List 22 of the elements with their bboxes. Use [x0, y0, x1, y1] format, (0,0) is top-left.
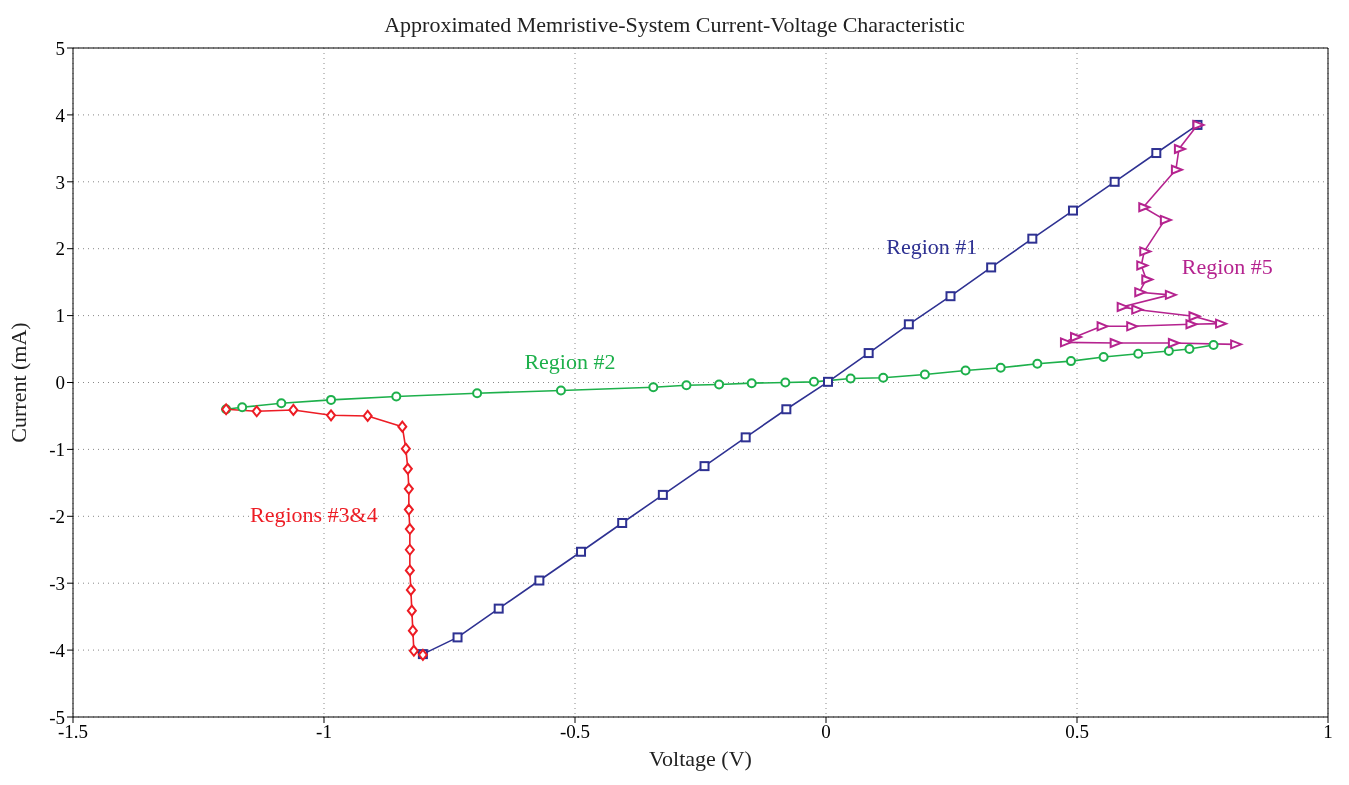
series-label: Region #5	[1181, 253, 1273, 279]
y-tick-label: 2	[55, 238, 65, 260]
series-label: Region #1	[886, 233, 978, 259]
x-tick-label: -1	[316, 721, 332, 743]
x-axis-title: Voltage (V)	[649, 746, 752, 771]
x-tick-label: 1	[1323, 721, 1333, 743]
x-tick-label: 0	[821, 721, 831, 743]
y-tick-label: 0	[55, 372, 65, 394]
y-tick-label: 1	[55, 305, 65, 327]
series-label: Region #2	[524, 349, 616, 375]
y-tick-label: -1	[49, 439, 65, 461]
y-tick-label: 3	[55, 171, 65, 193]
chart-title: Approximated Memristive-System Current-Voltage Characteristic	[384, 12, 965, 37]
y-tick-label: -3	[49, 572, 65, 594]
y-tick-label: 4	[55, 104, 66, 126]
x-tick-label: 0.5	[1065, 721, 1089, 743]
y-tick-label: -2	[49, 506, 65, 528]
x-tick-label: -0.5	[559, 721, 591, 743]
y-tick-label: 5	[55, 37, 65, 59]
y-tick-label: -4	[49, 639, 66, 661]
series-label: Regions #3&4	[249, 501, 378, 527]
y-axis-title: Current (mA)	[5, 322, 31, 443]
